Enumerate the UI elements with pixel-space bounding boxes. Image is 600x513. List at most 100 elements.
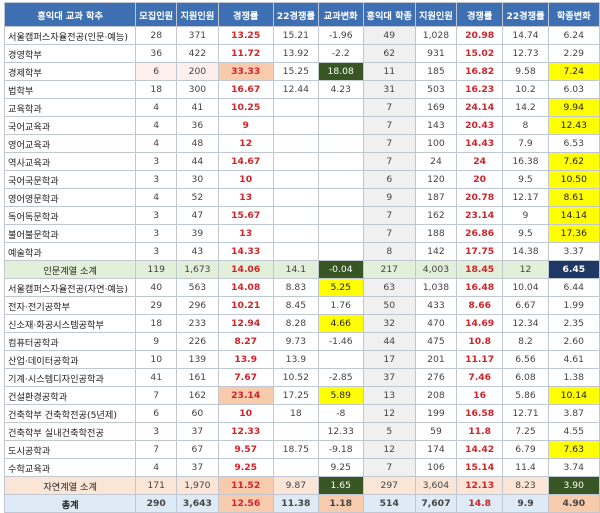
gyogwa-cell: 44 [176,152,219,171]
hakjong-cell: 16.23 [455,80,504,99]
gyogwa-cell: 226 [176,332,219,351]
gyogwa-cell: 8.28 [272,314,319,333]
dept-name-cell: 영어영문학과 [3,188,137,207]
table-row: 국어국문학과 3 30 10 6 120 20 9.5 10.50 [3,170,600,189]
hakjong-cell: 11.8 [455,422,504,441]
gyogwa-cell: 13.9 [272,350,319,369]
hakjong-cell: 63 [362,278,416,297]
hakjong-cell: 10.50 [547,170,600,189]
hakjong-cell: 8 [502,116,549,135]
hakjong-cell: 16.82 [455,62,504,81]
hakjong-cell: 5 [362,422,416,441]
hakjong-cell: 174 [414,440,457,459]
gyogwa-cell: 1,673 [176,260,219,279]
hakjong-cell: 9 [362,188,416,207]
hakjong-cell: 7.9 [502,134,549,153]
hakjong-cell: 17 [362,350,416,369]
hakjong-cell: 4.90 [547,494,600,513]
hakjong-cell: 14.43 [455,134,504,153]
dept-name-cell: 예술학과 [3,242,137,261]
gyogwa-cell: 39 [176,224,219,243]
gyogwa-cell: 9.25 [317,458,364,477]
hakjong-cell: 13 [362,386,416,405]
table-row: 인문계열 소계 119 1,673 14.06 14.1 -0.04 217 4,003 18.… [3,260,600,279]
header-cell: 경쟁률 [217,2,274,27]
hakjong-cell: 10.2 [502,80,549,99]
hakjong-cell: 59 [414,422,457,441]
hakjong-cell: 2.35 [547,314,600,333]
gyogwa-cell: 8.45 [272,296,319,315]
hakjong-cell: 1,038 [414,278,457,297]
hakjong-cell: 3,604 [414,476,457,495]
dept-name-cell: 경제학부 [3,62,137,81]
hakjong-cell: 9.94 [547,98,600,117]
header-cell: 홍익대 교과 학추 [3,2,137,27]
gyogwa-cell: 4.66 [317,314,364,333]
hakjong-cell: 17.75 [455,242,504,261]
gyogwa-cell: 12.33 [217,422,274,441]
gyogwa-cell [317,188,364,207]
hakjong-cell: 20 [455,170,504,189]
gyogwa-cell: 13.92 [272,44,319,63]
hakjong-cell: 276 [414,368,457,387]
hakjong-cell: 11 [362,62,416,81]
hakjong-cell: 16.38 [502,152,549,171]
hakjong-cell: 10.8 [455,332,504,351]
gyogwa-cell: 13 [217,224,274,243]
hakjong-cell: 3.87 [547,404,600,423]
hakjong-cell: 4.61 [547,350,600,369]
hakjong-cell: 12 [362,440,416,459]
hakjong-cell: 5.86 [502,386,549,405]
gyogwa-cell: -2.85 [317,368,364,387]
gyogwa-cell: 12.33 [317,422,364,441]
gyogwa-cell [272,242,319,261]
gyogwa-cell: 15.25 [272,62,319,81]
gyogwa-cell: 8.27 [217,332,274,351]
hakjong-cell: 12.17 [502,188,549,207]
table-row: 자연계열 소계 171 1,970 11.52 9.87 1.65 297 3,604 12.1… [3,476,600,495]
hakjong-cell: 3.37 [547,242,600,261]
hakjong-cell: 208 [414,386,457,405]
gyogwa-cell: 30 [176,170,219,189]
hakjong-cell: 1.99 [547,296,600,315]
dept-name-cell: 국어교육과 [3,116,137,135]
gyogwa-cell: 9 [135,332,178,351]
gyogwa-cell: 14.67 [217,152,274,171]
hakjong-cell: 24 [414,152,457,171]
dept-name-cell: 독어독문학과 [3,206,137,225]
hakjong-cell: 44 [362,332,416,351]
hakjong-cell: 6.67 [502,296,549,315]
table-row: 법학부 18 300 16.67 12.44 4.23 31 503 16.23 10.2 6.03 [3,80,600,99]
hakjong-cell: 6.03 [547,80,600,99]
gyogwa-cell: 47 [176,206,219,225]
hakjong-cell: 7 [362,116,416,135]
hakjong-cell: 14.42 [455,440,504,459]
table-row: 경제학부 6 200 33.33 15.25 18.08 11 185 16.82 9.58 7.2… [3,62,600,81]
gyogwa-cell: 60 [176,404,219,423]
hakjong-cell: 7.25 [502,422,549,441]
hakjong-cell: 6.44 [547,278,600,297]
gyogwa-cell: 14.1 [272,260,319,279]
hakjong-cell: 26.86 [455,224,504,243]
gyogwa-cell: 10 [217,170,274,189]
hakjong-cell: 14.38 [502,242,549,261]
gyogwa-cell: 10 [217,404,274,423]
gyogwa-cell: 3,643 [176,494,219,513]
dept-name-cell: 서울캠퍼스자율전공(자연·예능) [3,278,137,297]
gyogwa-cell: 9.73 [272,332,319,351]
competition-table-wrapper: 홍익대 교과 학추 모집인원 지원인원 경쟁률 22경쟁률 교과변화 홍익대 학종 지원인원 경… [3,2,600,513]
hakjong-cell: 503 [414,80,457,99]
hakjong-cell: 7.63 [547,440,600,459]
table-row: 총계 290 3,643 12.56 11.38 1.18 514 7,607 14.8 9.9 4… [3,494,600,513]
gyogwa-cell: 18.75 [272,440,319,459]
table-row: 도시공학과 7 67 9.57 18.75 -9.18 12 174 14.42 6.79 7.63 [3,440,600,459]
hakjong-cell: 142 [414,242,457,261]
gyogwa-cell: 296 [176,296,219,315]
hakjong-cell: 12 [362,404,416,423]
hakjong-cell: 9.58 [502,62,549,81]
gyogwa-cell [317,206,364,225]
gyogwa-cell: 43 [176,242,219,261]
gyogwa-cell: 41 [135,368,178,387]
header-row: 홍익대 교과 학추 모집인원 지원인원 경쟁률 22경쟁률 교과변화 홍익대 학종 지원인원 경… [3,2,600,27]
hakjong-cell: 199 [414,404,457,423]
